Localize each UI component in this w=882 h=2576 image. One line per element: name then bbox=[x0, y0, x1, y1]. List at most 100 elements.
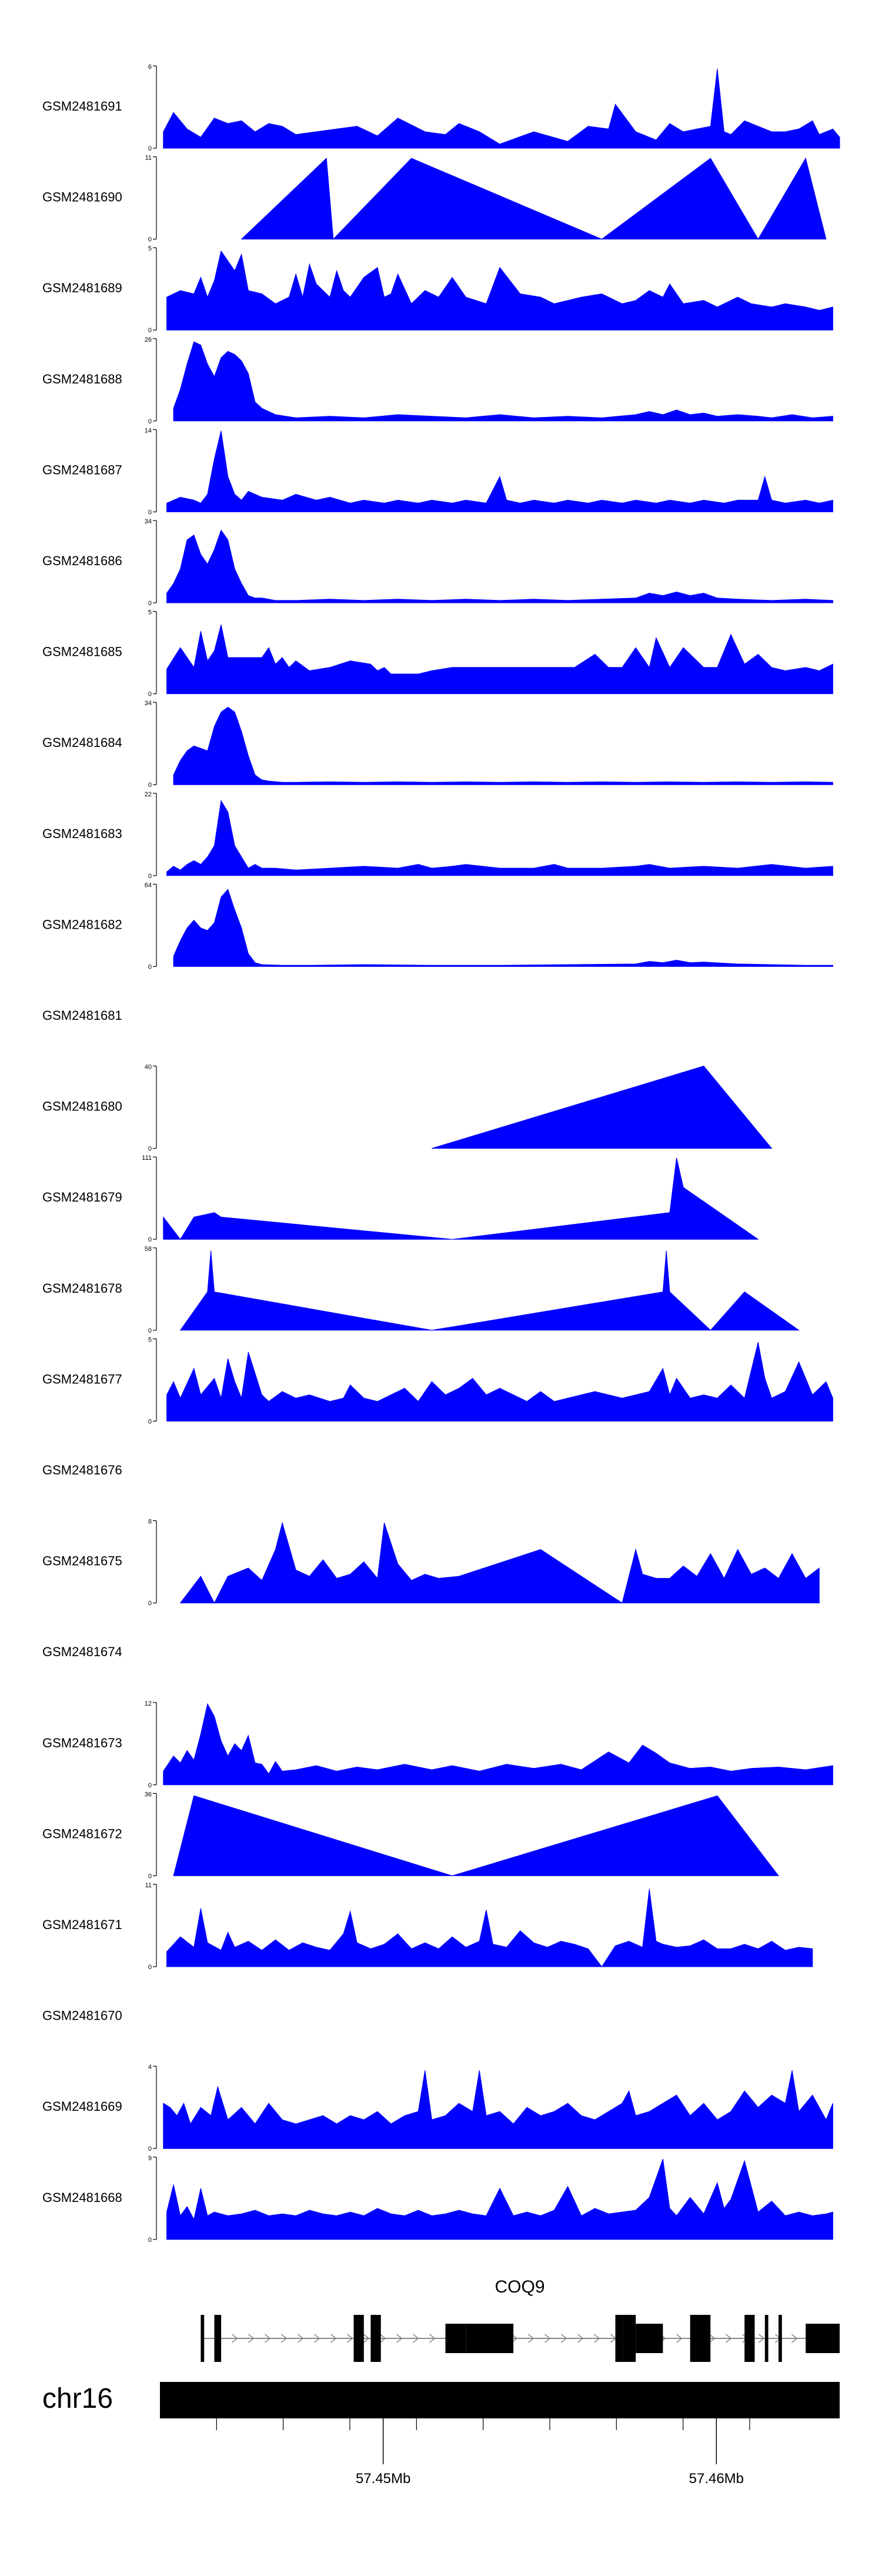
track-label: GSM2481687 bbox=[42, 462, 122, 477]
y-axis-max-label: 36 bbox=[145, 1791, 152, 1798]
track-GSM2481670: GSM2481670 bbox=[42, 2008, 122, 2023]
strand-arrow bbox=[577, 2334, 584, 2343]
track-GSM2481686: GSM2481686 34 0 bbox=[42, 518, 833, 607]
strand-arrow bbox=[758, 2334, 765, 2343]
strand-arrow bbox=[725, 2334, 732, 2343]
track-label: GSM2481670 bbox=[42, 2008, 122, 2023]
y-axis-min-label: 0 bbox=[148, 1327, 152, 1334]
strand-arrow bbox=[396, 2334, 403, 2343]
y-axis-min-label: 0 bbox=[148, 145, 152, 152]
y-axis-max-label: 64 bbox=[145, 882, 152, 889]
gene-exon bbox=[700, 2315, 711, 2362]
signal-area bbox=[163, 1703, 833, 1786]
gene-exon bbox=[466, 2324, 514, 2353]
track-label: GSM2481685 bbox=[42, 645, 122, 659]
track-GSM2481687: GSM2481687 14 0 bbox=[42, 427, 833, 516]
strand-arrow bbox=[676, 2334, 683, 2343]
y-axis-min-label: 0 bbox=[148, 2237, 152, 2244]
track-GSM2481673: GSM2481673 12 0 bbox=[42, 1700, 833, 1789]
y-axis-min-label: 0 bbox=[148, 1146, 152, 1153]
track-label: GSM2481689 bbox=[42, 281, 122, 295]
signal-area bbox=[163, 1157, 759, 1240]
y-axis-max-label: 26 bbox=[145, 336, 152, 343]
track-GSM2481680: GSM2481680 40 0 bbox=[42, 1064, 773, 1153]
y-axis-max-label: 14 bbox=[145, 427, 152, 434]
signal-area bbox=[163, 2070, 833, 2149]
track-label: GSM2481681 bbox=[42, 1008, 122, 1023]
signal-area bbox=[166, 1888, 813, 1967]
y-axis-min-label: 0 bbox=[148, 1418, 152, 1425]
strand-arrow bbox=[412, 2334, 419, 2343]
gene-exon bbox=[622, 2315, 636, 2362]
track-GSM2481681: GSM2481681 bbox=[42, 1008, 122, 1023]
track-label: GSM2481668 bbox=[42, 2190, 122, 2205]
signal-area bbox=[163, 68, 840, 149]
strand-arrow bbox=[379, 2334, 386, 2343]
signal-area bbox=[173, 341, 833, 422]
signal-area bbox=[179, 1250, 800, 1331]
y-axis-max-label: 40 bbox=[145, 1064, 152, 1071]
strand-arrow bbox=[593, 2334, 600, 2343]
track-GSM2481683: GSM2481683 22 0 bbox=[42, 791, 833, 880]
y-axis-max-label: 6 bbox=[148, 64, 152, 71]
y-axis-min-label: 0 bbox=[148, 1964, 152, 1971]
y-axis-min-label: 0 bbox=[148, 1600, 152, 1607]
signal-area bbox=[166, 431, 833, 512]
gene-exon bbox=[690, 2315, 700, 2362]
strand-arrow bbox=[231, 2334, 238, 2343]
axis-tick-label: 57.46Mb bbox=[689, 2471, 744, 2487]
track-GSM2481674: GSM2481674 bbox=[42, 1644, 122, 1659]
y-axis-max-label: 11 bbox=[145, 155, 152, 162]
track-label: GSM2481688 bbox=[42, 372, 122, 386]
gene-exon bbox=[764, 2315, 769, 2362]
y-axis-min-label: 0 bbox=[148, 691, 152, 698]
track-label: GSM2481690 bbox=[42, 190, 122, 205]
strand-arrow bbox=[330, 2334, 337, 2343]
track-GSM2481669: GSM2481669 4 0 bbox=[42, 2064, 833, 2153]
track-GSM2481676: GSM2481676 bbox=[42, 1463, 122, 1477]
track-label: GSM2481672 bbox=[42, 1826, 122, 1841]
y-axis-max-label: 11 bbox=[145, 1882, 152, 1889]
gene-exon bbox=[636, 2324, 663, 2353]
gene-exon bbox=[615, 2315, 623, 2362]
track-label: GSM2481686 bbox=[42, 553, 122, 568]
signal-area bbox=[432, 1066, 773, 1149]
y-axis-min-label: 0 bbox=[148, 327, 152, 334]
strand-arrow bbox=[248, 2334, 255, 2343]
y-axis-min-label: 0 bbox=[148, 873, 152, 880]
track-label: GSM2481677 bbox=[42, 1372, 122, 1386]
gene-exon bbox=[370, 2315, 381, 2362]
y-axis-max-label: 22 bbox=[145, 791, 152, 798]
gene-exon bbox=[806, 2324, 840, 2353]
y-axis-min-label: 0 bbox=[148, 963, 152, 970]
gene-exon bbox=[445, 2324, 466, 2353]
signal-area bbox=[173, 889, 833, 967]
signal-area bbox=[166, 624, 833, 695]
y-axis-max-label: 111 bbox=[142, 1154, 152, 1162]
strand-arrow bbox=[346, 2334, 353, 2343]
y-axis-max-label: 5 bbox=[148, 609, 152, 616]
y-axis-min-label: 0 bbox=[148, 1873, 152, 1880]
strand-arrow bbox=[511, 2334, 518, 2343]
track-label: GSM2481682 bbox=[42, 917, 122, 932]
y-axis-max-label: 8 bbox=[148, 1519, 152, 1526]
track-label: GSM2481669 bbox=[42, 2099, 122, 2114]
track-label: GSM2481678 bbox=[42, 1281, 122, 1296]
track-label: GSM2481675 bbox=[42, 1554, 122, 1569]
track-GSM2481671: GSM2481671 11 0 bbox=[42, 1882, 813, 1971]
strand-arrow bbox=[297, 2334, 304, 2343]
gene-exon bbox=[214, 2315, 222, 2362]
track-GSM2481685: GSM2481685 5 0 bbox=[42, 609, 833, 698]
signal-area bbox=[166, 1342, 833, 1422]
y-axis-max-label: 5 bbox=[148, 245, 152, 252]
y-axis-min-label: 0 bbox=[148, 418, 152, 425]
track-label: GSM2481673 bbox=[42, 1736, 122, 1750]
track-label: GSM2481676 bbox=[42, 1463, 122, 1477]
y-axis-max-label: 9 bbox=[148, 2155, 152, 2162]
signal-area bbox=[166, 250, 833, 331]
y-axis-max-label: 34 bbox=[145, 700, 152, 707]
strand-arrow bbox=[544, 2334, 551, 2343]
track-label: GSM2481671 bbox=[42, 1917, 122, 1932]
signal-tracks: GSM248169160GSM2481690110GSM248168950GSM… bbox=[42, 64, 840, 2244]
strand-arrow bbox=[709, 2334, 716, 2343]
